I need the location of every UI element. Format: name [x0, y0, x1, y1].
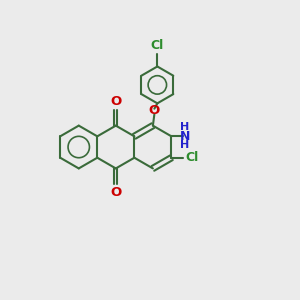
Text: O: O	[110, 95, 122, 108]
Text: Cl: Cl	[186, 151, 199, 164]
Text: N: N	[180, 130, 190, 143]
Text: O: O	[149, 104, 160, 117]
Text: H: H	[181, 140, 190, 150]
Text: O: O	[110, 186, 122, 199]
Text: Cl: Cl	[151, 39, 164, 52]
Text: H: H	[181, 122, 190, 133]
